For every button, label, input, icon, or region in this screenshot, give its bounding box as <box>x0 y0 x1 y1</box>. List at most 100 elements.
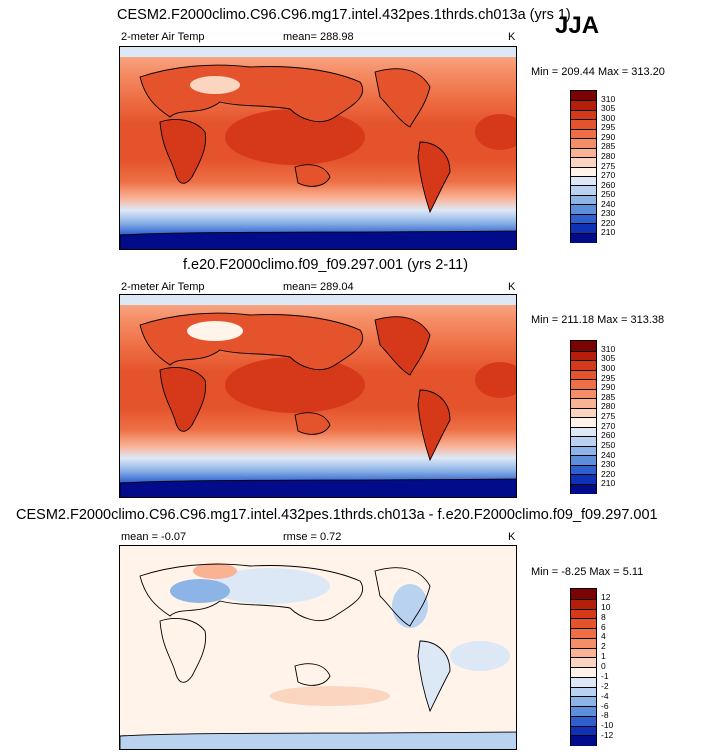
colorbar-2-segment-13 <box>571 464 596 475</box>
colorbar-2-tick-9: 260 <box>601 430 616 441</box>
panel-1-map <box>119 46 517 250</box>
colorbar-1-segment-8 <box>571 166 596 177</box>
panel-3-map <box>119 545 517 750</box>
colorbar-1-segment-11 <box>571 194 596 205</box>
colorbar-1-tick-12: 230 <box>601 208 616 219</box>
panel-1-variable-label: 2-meter Air Temp <box>121 31 205 43</box>
colorbar-3-tick-4: 4 <box>601 631 606 642</box>
colorbar-3-segment-6 <box>571 647 596 658</box>
colorbar-1-tick-14: 210 <box>601 227 616 238</box>
panel-1-south-america <box>417 141 451 214</box>
panel-2-antarctica <box>120 478 516 497</box>
panel-3-cool-anomaly-2 <box>392 584 428 628</box>
colorbar-1-segment-9 <box>571 175 596 186</box>
colorbar-1-tick-6: 280 <box>601 150 616 161</box>
colorbar-1-segment-14 <box>571 223 596 234</box>
panel-2-map-svg <box>120 295 516 497</box>
colorbar-2-segment-6 <box>571 398 596 408</box>
panel-3-warm-anomaly-1 <box>193 563 237 579</box>
panel-3-north-america <box>374 567 431 627</box>
panel-3-rmse-label: rmse = 0.72 <box>283 531 342 543</box>
panel-2-mean-label: mean= 289.04 <box>283 281 354 293</box>
panel-1-antarctica <box>120 230 516 249</box>
colorbar-2-tick-11: 240 <box>601 449 616 460</box>
colorbar-1-segment-15 <box>571 232 596 243</box>
colorbar-1-tick-9: 260 <box>601 179 616 190</box>
colorbar-2-tick-12: 230 <box>601 459 616 470</box>
colorbar-2-tick-3: 295 <box>601 372 616 383</box>
colorbar-2-segment-12 <box>571 455 596 465</box>
panel-1-warm-pool <box>225 109 365 165</box>
colorbar-1-segment-3 <box>571 119 596 130</box>
panel-3-eurasia <box>139 563 363 621</box>
colorbar-2-segment-11 <box>571 445 596 456</box>
colorbar-2-tick-4: 290 <box>601 382 616 393</box>
colorbar-1-segment-1 <box>571 100 596 111</box>
panel-3-cool-anomaly-1 <box>210 568 330 604</box>
colorbar-2-segment-9 <box>571 426 596 437</box>
panel-3-title: CESM2.F2000climo.C96.C96.mg17.intel.432p… <box>16 507 658 523</box>
colorbar-1-tick-5: 285 <box>601 141 616 152</box>
colorbar-3-segment-12 <box>571 706 596 717</box>
colorbar-3-tick-9: -2 <box>601 680 609 691</box>
colorbar-2-tick-0: 310 <box>601 343 616 354</box>
colorbar-3-segment-10 <box>571 686 596 697</box>
panel-3-cool-anomaly-4 <box>450 641 510 671</box>
colorbar-3-tick-1: 10 <box>601 601 611 612</box>
colorbar-3-segment-5 <box>571 637 596 648</box>
colorbar-2-segment-10 <box>571 436 596 446</box>
colorbar-2-segment-2 <box>571 360 596 370</box>
colorbar-1-tick-10: 250 <box>601 189 616 200</box>
panel-2-title: f.e20.F2000climo.f09_f09.297.001 (yrs 2-… <box>183 257 469 273</box>
colorbar-3-segment-0 <box>571 589 596 600</box>
colorbar-3-segment-14 <box>571 725 596 736</box>
colorbar-1-segment-10 <box>571 185 596 196</box>
colorbar-2-segment-1 <box>571 350 596 361</box>
panel-1-arctic-band <box>120 47 516 57</box>
colorbar-2-tick-6: 280 <box>601 401 616 412</box>
panel-1-title: CESM2.F2000climo.C96.C96.mg17.intel.432p… <box>117 7 571 23</box>
colorbar-1-tick-1: 305 <box>601 103 616 114</box>
colorbar-2-tick-7: 275 <box>601 411 616 421</box>
colorbar-3-tick-0: 12 <box>601 591 611 602</box>
colorbar-3-tick-8: -1 <box>601 670 609 681</box>
colorbar-3-tick-13: -10 <box>601 720 614 731</box>
colorbar-2-segment-14 <box>571 474 596 484</box>
colorbar-3-tick-7: 0 <box>601 661 606 671</box>
colorbar-2-tick-14: 210 <box>601 478 616 489</box>
colorbar-2-tick-5: 285 <box>601 391 616 402</box>
colorbar-3-tick-10: -4 <box>601 690 609 701</box>
colorbar-1-tick-11: 240 <box>601 198 616 209</box>
panel-3-units-label: K <box>508 531 516 543</box>
colorbar-3-segment-3 <box>571 618 596 629</box>
colorbar-3-tick-3: 6 <box>601 621 606 632</box>
panel-3-south-america <box>417 640 451 713</box>
panel-2-warm-atlantic <box>475 362 516 398</box>
panel-1-africa <box>159 119 207 184</box>
panel-1-eurasia <box>139 64 363 122</box>
colorbar-1-tick-8: 270 <box>601 170 616 181</box>
panel-3-minmax-label: Min = -8.25 Max = 5.11 <box>531 566 644 578</box>
panel-2-south-america <box>417 389 451 462</box>
colorbar-3-segment-11 <box>571 696 596 707</box>
colorbar-3-segment-2 <box>571 608 596 619</box>
colorbar-3-tick-11: -6 <box>601 700 609 711</box>
panel-2-units-label: K <box>508 281 516 293</box>
colorbar-2-tick-2: 300 <box>601 362 616 373</box>
colorbar-2-tick-1: 305 <box>601 353 616 364</box>
colorbar-3-tick-6: 1 <box>601 651 606 662</box>
colorbar-1-segment-2 <box>571 109 596 120</box>
panel-3-australia <box>294 663 331 686</box>
colorbar-1-tick-2: 300 <box>601 112 616 123</box>
colorbar-1-segment-0 <box>571 91 596 101</box>
colorbar-3-tick-2: 8 <box>601 611 606 622</box>
panel-2-tibet-highland <box>187 321 243 341</box>
panel-2-warm-pool <box>225 357 365 413</box>
panel-1-tibet-highland <box>190 76 240 94</box>
panel-2-minmax-label: Min = 211.18 Max = 313.38 <box>531 314 665 326</box>
panel-2-map <box>119 294 517 498</box>
panel-1-north-america <box>374 68 431 128</box>
colorbar-1-tick-13: 220 <box>601 217 616 228</box>
colorbar-1-tick-3: 295 <box>601 122 616 133</box>
panel-2-variable-label: 2-meter Air Temp <box>121 281 205 293</box>
